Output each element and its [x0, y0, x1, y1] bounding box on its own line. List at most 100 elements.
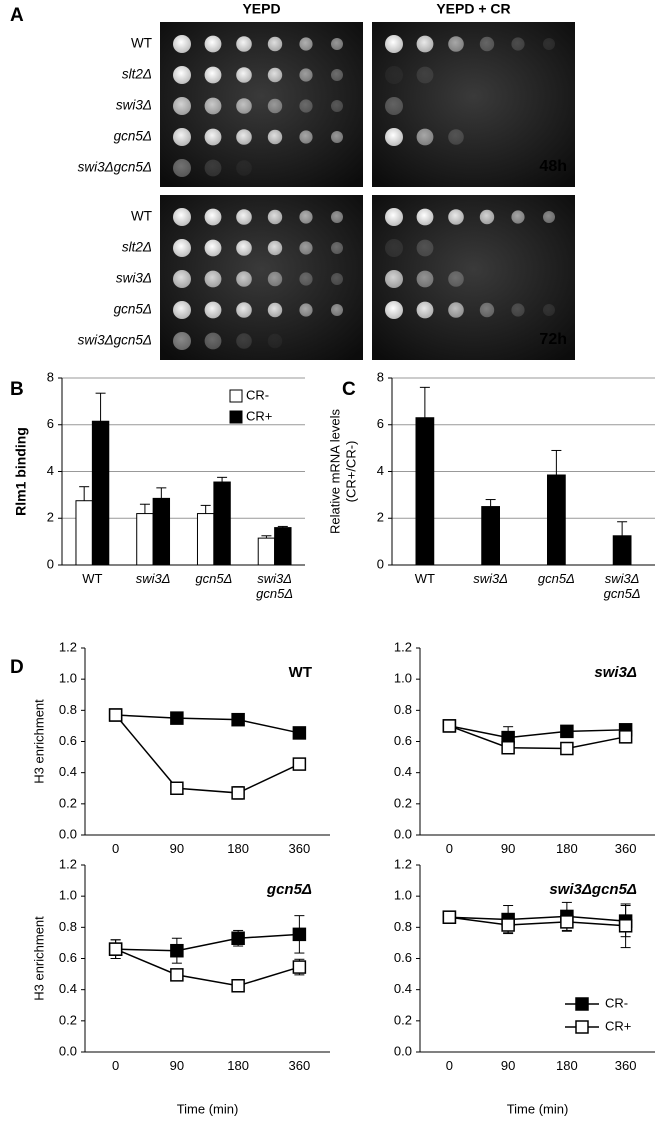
y-tick-label: 0 — [377, 556, 384, 571]
x-tick-label: 0 — [445, 1058, 453, 1073]
y-tick-label: 4 — [47, 463, 54, 478]
colony-spot — [267, 67, 283, 83]
x-tick-label: 90 — [500, 841, 516, 856]
series-line — [449, 916, 626, 927]
plate — [160, 195, 363, 360]
y-tick-label: 0.2 — [394, 795, 412, 810]
series-line — [449, 725, 626, 739]
x-tick-label: swi3Δ — [135, 571, 171, 586]
x-tick-label: 0 — [112, 1058, 120, 1073]
y-axis-label: H3 enrichment — [31, 916, 46, 1001]
colony-spot — [236, 98, 252, 114]
x-tick-label: swi3Δ — [473, 571, 508, 586]
colony-spot — [236, 129, 252, 145]
y-axis-label: H3 enrichment — [31, 699, 46, 784]
y-tick-label: 8 — [47, 369, 54, 384]
x-tick-label: 360 — [288, 841, 311, 856]
strain-label: swi3Δgcn5Δ — [78, 333, 152, 348]
bar — [152, 497, 171, 566]
marker — [231, 712, 245, 727]
y-tick-label: 0.4 — [394, 764, 412, 779]
colony-spot — [385, 66, 403, 84]
marker — [442, 910, 457, 924]
colony-spot — [299, 303, 313, 317]
marker — [108, 942, 123, 956]
colony-spot — [173, 208, 191, 226]
marker — [560, 915, 574, 929]
colony-spot — [267, 36, 283, 52]
x-tick-label: 360 — [614, 1058, 637, 1073]
plate — [372, 22, 575, 187]
x-tick-label: 180 — [227, 1058, 249, 1073]
marker — [292, 927, 307, 942]
series-line — [449, 725, 626, 750]
colony-spot — [331, 131, 343, 143]
colony-spot — [448, 302, 464, 318]
colony-spot — [543, 38, 555, 50]
colony-spot — [204, 301, 222, 319]
colony-spot — [267, 271, 283, 287]
y-tick-label: 0.0 — [394, 826, 412, 841]
colony-spot — [416, 270, 434, 288]
marker — [292, 726, 307, 740]
colony-spot — [204, 128, 222, 146]
colony-spot — [479, 36, 495, 52]
bar — [196, 513, 215, 566]
error-bar — [156, 487, 167, 499]
colony-spot — [331, 69, 343, 81]
marker — [442, 719, 457, 733]
colony-spot — [236, 333, 252, 349]
colony-spot — [236, 209, 252, 225]
colony-spot — [511, 37, 525, 51]
y-tick-label: 0.8 — [59, 919, 77, 934]
y-tick-label: 2 — [47, 510, 54, 525]
colony-spot — [204, 332, 222, 350]
colony-spot — [331, 211, 343, 223]
colony-spot — [511, 303, 525, 317]
colony-spot — [299, 37, 313, 51]
bar — [415, 417, 435, 566]
y-tick-label: 0.2 — [394, 1012, 412, 1027]
strain-label: swi3Δ — [116, 271, 152, 286]
colony-spot — [204, 159, 222, 177]
y-tick-label: 1.2 — [59, 639, 77, 654]
chart-title: swi3Δ — [594, 664, 637, 681]
colony-spot — [267, 209, 283, 225]
colony-spot — [331, 304, 343, 316]
bar — [274, 527, 292, 566]
y-tick-label: 0.0 — [394, 1043, 412, 1058]
colony-spot — [173, 97, 191, 115]
error-bar — [617, 521, 628, 536]
colony-spot — [236, 240, 252, 256]
bar — [75, 500, 93, 566]
error-bar — [95, 392, 106, 422]
colony-spot — [236, 160, 252, 176]
y-tick-label: 6 — [47, 416, 54, 431]
colony-spot — [511, 210, 525, 224]
y-tick-label: 0.6 — [59, 950, 77, 965]
colony-spot — [416, 239, 434, 257]
colony-spot — [331, 273, 343, 285]
marker — [170, 943, 184, 958]
x-tick-label: 90 — [169, 841, 185, 856]
colony-spot — [267, 240, 283, 256]
marker — [618, 919, 633, 933]
colony-spot — [236, 302, 252, 318]
y-tick-label: 0.4 — [59, 764, 77, 779]
colony-spot — [204, 97, 222, 115]
colony-spot — [543, 211, 555, 223]
y-tick-label: 1.2 — [394, 856, 412, 871]
colony-spot — [173, 128, 191, 146]
y-axis-label: Relative mRNA levels — [327, 409, 342, 534]
legend-label: CR- — [605, 995, 628, 1010]
y-tick-label: 0.2 — [59, 795, 77, 810]
colony-spot — [416, 35, 434, 53]
y-tick-label: 6 — [377, 416, 384, 431]
colony-spot — [448, 129, 464, 145]
colony-spot — [236, 67, 252, 83]
colony-spot — [173, 66, 191, 84]
y-tick-label: 0.8 — [394, 702, 412, 717]
x-tick-label: gcn5Δ — [195, 571, 233, 586]
strain-label: gcn5Δ — [114, 129, 152, 144]
